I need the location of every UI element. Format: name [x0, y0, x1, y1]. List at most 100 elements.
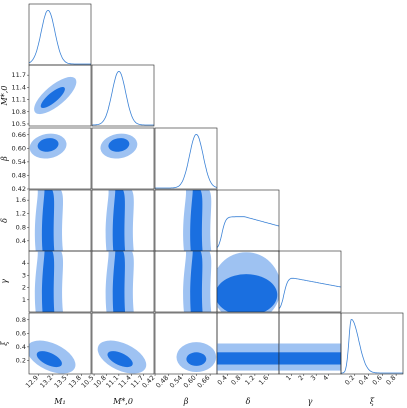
y-tick-label-beta: 0.60	[12, 144, 26, 152]
y-tick-label-gamma: 1	[22, 296, 26, 304]
x-tick-label-delta: 0.8	[230, 374, 243, 387]
x-tick-label-delta: 0.4	[216, 374, 229, 387]
marginal-curve-gamma	[279, 277, 341, 310]
contour-inner	[112, 190, 126, 251]
panel-M_star0-vs-M_star0	[92, 70, 154, 126]
panel-frame-5-1	[91, 312, 155, 375]
contour-inner	[41, 190, 55, 251]
y-tick-label-beta: 0.48	[12, 171, 26, 179]
y-axis-label-beta: β	[0, 156, 9, 162]
y-tick-label-gamma: 2	[22, 284, 26, 292]
x-tick-label-beta: 0.66	[196, 374, 212, 390]
x-axis-label-beta: β	[183, 397, 189, 406]
contour-inner	[190, 251, 203, 312]
contour-inner	[107, 351, 133, 368]
panel-frame-4-4	[278, 250, 342, 313]
contour-inner	[186, 352, 207, 366]
y-tick-label-xi: 0.8	[16, 316, 26, 324]
panel-M1-vs-M1	[29, 9, 91, 65]
x-tick-label-beta: 0.48	[154, 374, 170, 390]
panel-gamma-vs-M_star0	[105, 251, 134, 312]
y-tick-label-delta: 0.8	[16, 223, 26, 231]
y-tick-label-M_star0: 11.4	[12, 83, 26, 91]
panel-beta-vs-M1	[29, 133, 67, 159]
x-tick-label-M1: 13.2	[38, 374, 54, 390]
contour-inner	[37, 138, 59, 152]
x-tick-label-xi: 0.2	[343, 374, 356, 387]
panel-frame-2-2	[154, 127, 218, 190]
y-tick-label-beta: 0.42	[12, 185, 26, 193]
x-tick-label-xi: 0.4	[357, 374, 370, 387]
y-tick-label-gamma: 3	[22, 271, 26, 279]
x-axis-label-xi: ξ	[370, 397, 375, 406]
panel-frame-1-1	[91, 64, 155, 127]
panel-frame-0-0	[28, 3, 92, 66]
panel-frame-2-1	[91, 127, 155, 190]
y-tick-label-xi: 0.6	[16, 329, 26, 337]
y-axis-label-gamma: γ	[0, 279, 9, 284]
x-tick-label-gamma: 1	[284, 374, 293, 383]
x-tick-label-delta: 1.2	[243, 374, 256, 387]
x-tick-label-M1: 12.9	[24, 374, 40, 390]
panel-frame-2-0	[28, 127, 92, 190]
panel-xi-vs-xi	[341, 318, 403, 374]
x-tick-label-beta: 0.54	[168, 374, 184, 390]
marginal-curve-xi	[341, 318, 403, 374]
x-axis-label-gamma: γ	[308, 397, 313, 406]
y-tick-label-delta: 1.2	[16, 210, 26, 218]
panel-frame-5-5	[340, 312, 404, 375]
y-tick-label-M_star0: 11.7	[12, 71, 26, 79]
panel-frame-4-0	[28, 250, 92, 313]
marginal-curve-delta	[217, 216, 279, 249]
panel-xi-vs-delta	[217, 343, 279, 371]
x-tick-label-M1: 13.5	[53, 374, 69, 390]
y-tick-label-beta: 0.66	[12, 131, 26, 139]
panel-delta-vs-M_star0	[105, 190, 134, 251]
panel-xi-vs-beta	[176, 342, 217, 372]
contour-inner	[279, 352, 341, 365]
panel-xi-vs-M1	[29, 340, 76, 374]
x-axis-label-delta: δ	[246, 397, 251, 406]
panel-frame-4-1	[91, 250, 155, 313]
x-tick-label-xi: 0.8	[385, 374, 398, 387]
y-tick-label-beta: 0.54	[12, 158, 26, 166]
panel-frame-5-0	[28, 312, 92, 375]
contour-inner	[190, 190, 203, 251]
x-axis-label-M_star0: M*,0	[112, 397, 133, 406]
contour-inner	[41, 251, 55, 312]
contour-inner	[40, 87, 65, 109]
panel-gamma-vs-gamma	[279, 277, 341, 310]
y-tick-label-delta: 1.6	[16, 196, 26, 204]
x-tick-label-gamma: 2	[297, 374, 306, 383]
y-tick-label-M_star0: 11.1	[12, 96, 26, 104]
y-axis-label-M_star0: M*,0	[0, 86, 9, 107]
contour-inner	[108, 138, 130, 152]
panel-xi-vs-gamma	[279, 343, 341, 371]
panel-M_star0-vs-M1	[34, 76, 77, 115]
x-tick-label-delta: 1.6	[257, 374, 270, 387]
panel-frame-3-3	[216, 189, 280, 252]
marginal-curve-M_star0	[92, 70, 154, 126]
panel-gamma-vs-M1	[34, 251, 64, 312]
marginal-curve-beta	[155, 133, 217, 189]
contour-inner	[36, 351, 62, 368]
y-axis-label-delta: δ	[0, 218, 9, 223]
marginal-curve-M1	[29, 9, 91, 65]
y-tick-label-xi: 0.2	[16, 356, 26, 364]
y-tick-label-gamma: 4	[22, 259, 26, 267]
panel-gamma-vs-delta	[217, 252, 279, 312]
contour-inner	[112, 251, 126, 312]
y-tick-label-M_star0: 10.5	[12, 120, 26, 128]
contour-inner	[217, 352, 279, 365]
panel-xi-vs-M_star0	[97, 340, 147, 374]
y-axis-label-xi: ξ	[0, 341, 9, 346]
y-tick-label-M_star0: 10.8	[12, 108, 26, 116]
panel-beta-vs-M_star0	[100, 133, 138, 159]
x-tick-label-gamma: 4	[321, 374, 330, 383]
y-tick-label-delta: 0.4	[16, 237, 26, 245]
x-tick-label-beta: 0.42	[141, 374, 157, 390]
x-tick-label-xi: 0.6	[371, 374, 384, 387]
contour-inner	[217, 274, 278, 312]
panel-delta-vs-delta	[217, 216, 279, 249]
